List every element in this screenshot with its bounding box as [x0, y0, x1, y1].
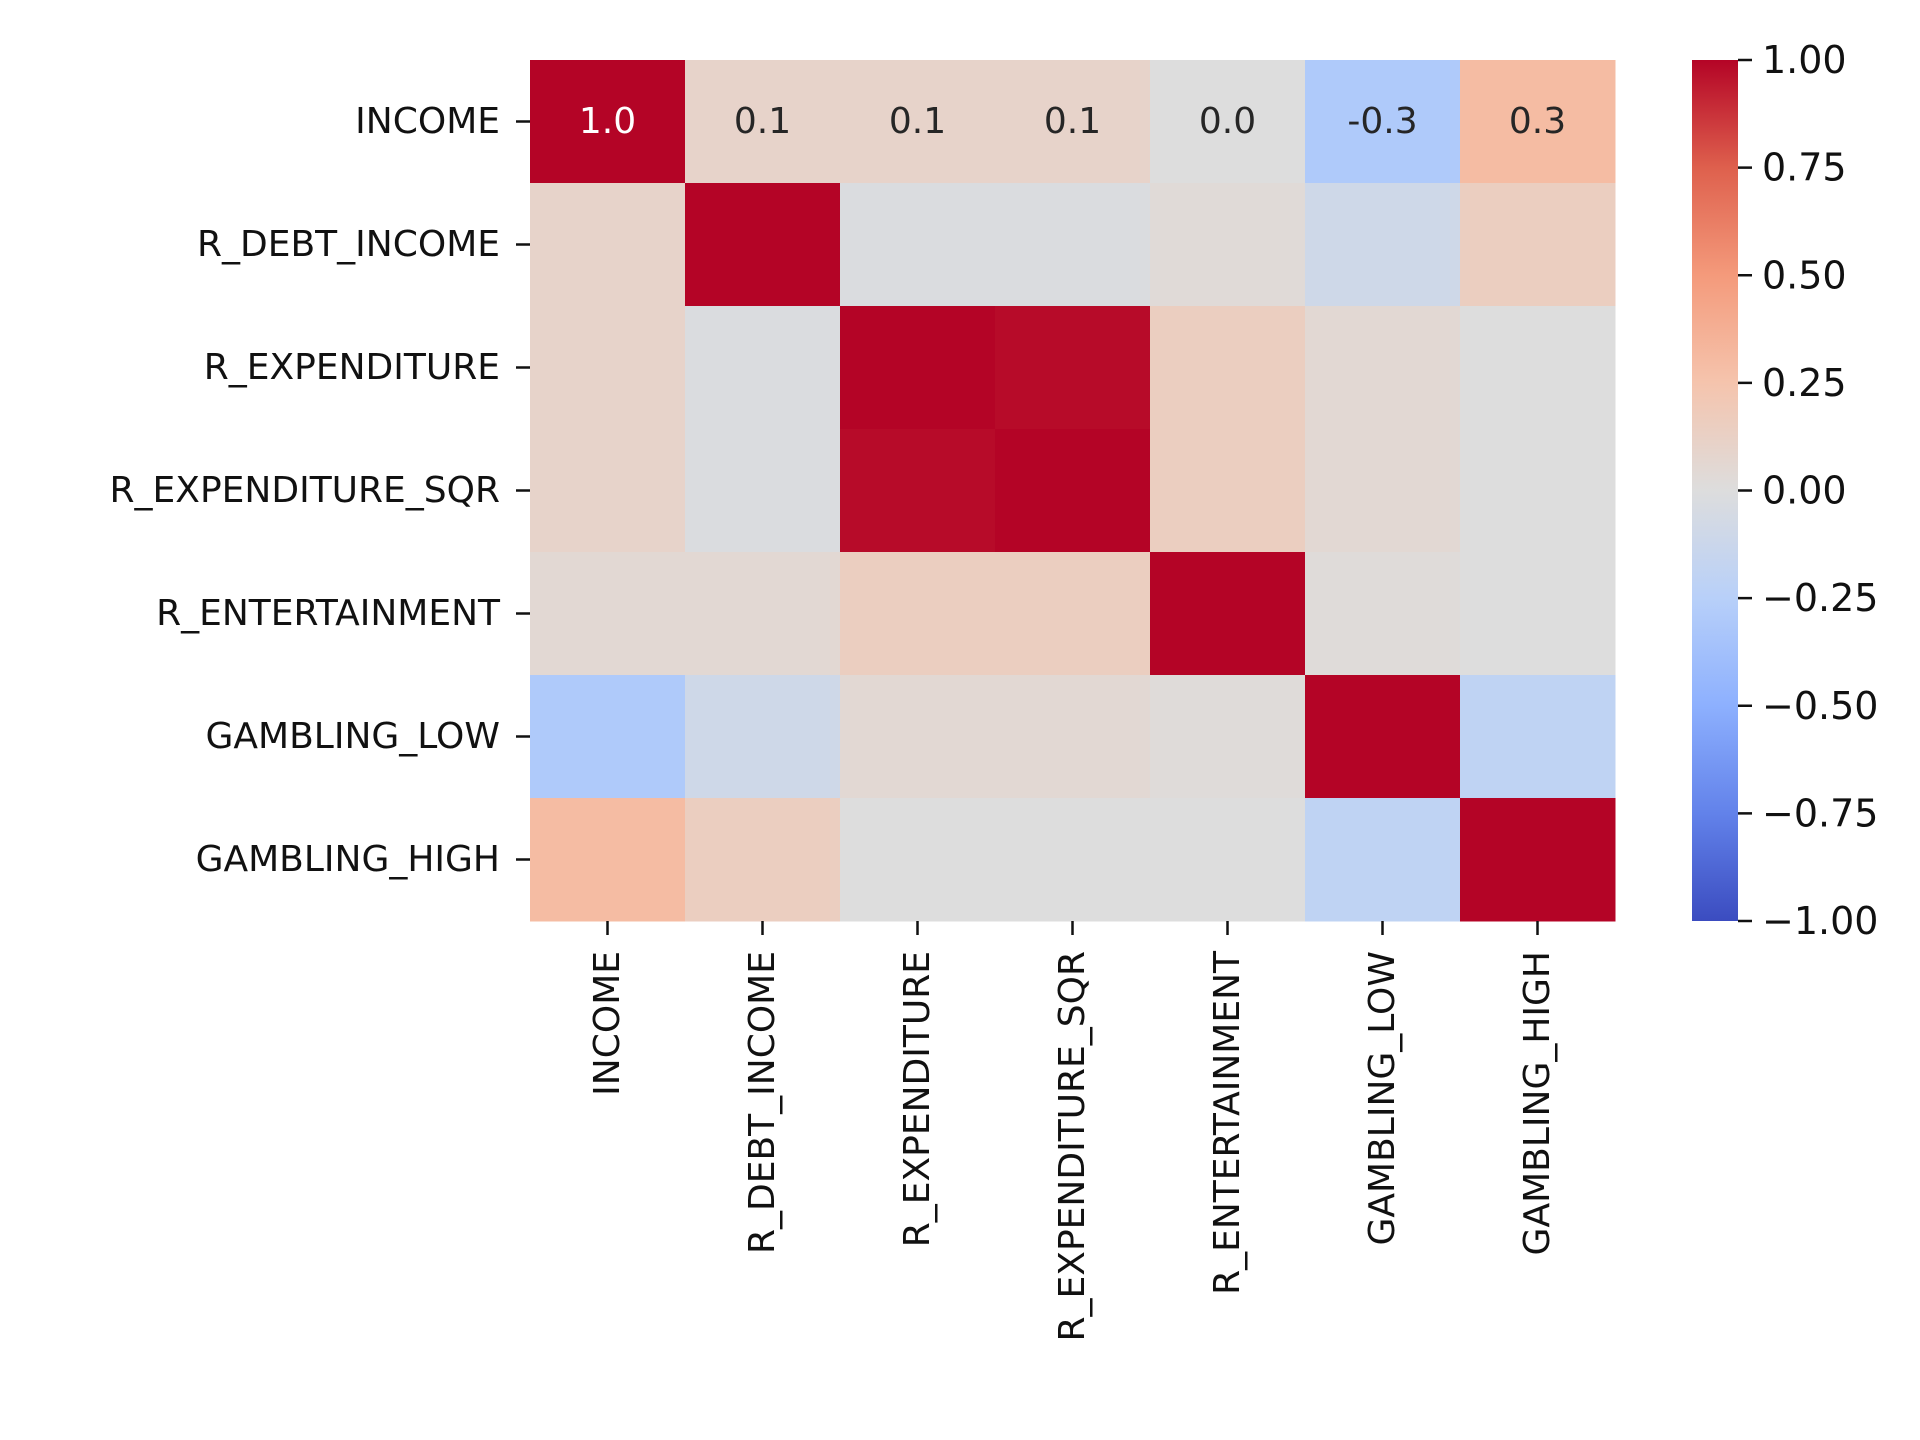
- column-label: R_DEBT_INCOME: [742, 951, 783, 1254]
- heatmap-cell: [1460, 552, 1616, 676]
- heatmap-cell: [530, 798, 686, 922]
- heatmap-cell: [530, 429, 686, 553]
- colorbar-tick-label: −0.25: [1762, 576, 1878, 620]
- heatmap-cell: [1305, 552, 1461, 676]
- row-label: GAMBLING_HIGH: [196, 839, 500, 880]
- heatmap-cell: [530, 675, 686, 799]
- row-label: R_ENTERTAINMENT: [156, 593, 501, 634]
- heatmap-cell: [840, 183, 996, 307]
- row-label: R_EXPENDITURE: [204, 347, 500, 388]
- cell-annotation: 0.3: [1509, 101, 1566, 142]
- heatmap-cell: [995, 183, 1151, 307]
- heatmap-cell: [1305, 183, 1461, 307]
- cell-annotation: 1.0: [579, 101, 636, 142]
- row-tick-labels: INCOME R_DEBT_INCOME R_EXPENDITURE R_EXPEND…: [110, 101, 530, 880]
- heatmap-cell: [1460, 675, 1616, 799]
- row-label: R_EXPENDITURE_SQR: [110, 470, 500, 511]
- heatmap-cells: [530, 60, 1616, 922]
- colorbar-tick-label: 0.75: [1762, 146, 1847, 190]
- column-label: INCOME: [587, 951, 628, 1096]
- heatmap-cell: [840, 306, 996, 430]
- heatmap-cell: [1150, 552, 1306, 676]
- column-label: R_EXPENDITURE_SQR: [1052, 951, 1093, 1341]
- cell-annotation: -0.3: [1347, 101, 1417, 142]
- colorbar-tick-label: 0.50: [1762, 253, 1847, 297]
- heatmap-cell: [685, 798, 841, 922]
- heatmap-cell: [1460, 183, 1616, 307]
- column-label: R_EXPENDITURE: [897, 951, 938, 1247]
- heatmap-cell: [1305, 798, 1461, 922]
- heatmap-cell: [530, 552, 686, 676]
- heatmap-cell: [1305, 675, 1461, 799]
- heatmap-cell: [995, 552, 1151, 676]
- heatmap-cell: [995, 798, 1151, 922]
- heatmap-cell: [1150, 675, 1306, 799]
- colorbar: 1.00 0.75 0.50 0.25 0.00 −0.25 −0.50 −0.75 −1.00: [1692, 38, 1878, 943]
- heatmap-cell: [1150, 429, 1306, 553]
- heatmap-cell: [1460, 429, 1616, 553]
- heatmap-cell: [685, 675, 841, 799]
- colorbar-tick-label: −1.00: [1762, 899, 1878, 943]
- heatmap-cell: [685, 552, 841, 676]
- heatmap-cell: [685, 306, 841, 430]
- heatmap-cell: [1150, 798, 1306, 922]
- column-label: GAMBLING_LOW: [1362, 951, 1403, 1246]
- cell-annotation: 0.0: [1199, 101, 1256, 142]
- heatmap-cell: [1305, 306, 1461, 430]
- colorbar-tick-label: −0.50: [1762, 684, 1878, 728]
- heatmap-cell: [685, 429, 841, 553]
- cell-annotation: 0.1: [889, 101, 946, 142]
- colorbar-tick-label: 0.25: [1762, 361, 1847, 405]
- heatmap-cell: [1305, 429, 1461, 553]
- heatmap-cell: [1150, 183, 1306, 307]
- colorbar-tick-label: −0.75: [1762, 791, 1878, 835]
- heatmap-cell: [685, 183, 841, 307]
- colorbar-tick-label: 0.00: [1762, 469, 1847, 513]
- heatmap-cell: [995, 306, 1151, 430]
- heatmap-cell: [1150, 306, 1306, 430]
- column-label: GAMBLING_HIGH: [1517, 951, 1558, 1255]
- heatmap-cell: [995, 675, 1151, 799]
- heatmap-cell: [840, 798, 996, 922]
- colorbar-gradient: [1692, 60, 1738, 921]
- heatmap-cell: [840, 429, 996, 553]
- row-label: GAMBLING_LOW: [206, 716, 501, 757]
- heatmap-cell: [995, 429, 1151, 553]
- heatmap-cell: [840, 552, 996, 676]
- column-label: R_ENTERTAINMENT: [1207, 950, 1248, 1295]
- heatmap-cell: [530, 183, 686, 307]
- colorbar-tick-label: 1.00: [1762, 38, 1847, 82]
- heatmap-cell: [1460, 798, 1616, 922]
- heatmap-cell: [1460, 306, 1616, 430]
- cell-annotation: 0.1: [734, 101, 791, 142]
- heatmap-cell: [840, 675, 996, 799]
- heatmap-cell: [530, 306, 686, 430]
- row-label: R_DEBT_INCOME: [197, 224, 500, 265]
- cell-annotation: 0.1: [1044, 101, 1101, 142]
- row-label: INCOME: [355, 101, 500, 142]
- column-tick-labels: INCOME R_DEBT_INCOME R_EXPENDITURE R_EXPEND…: [587, 921, 1558, 1341]
